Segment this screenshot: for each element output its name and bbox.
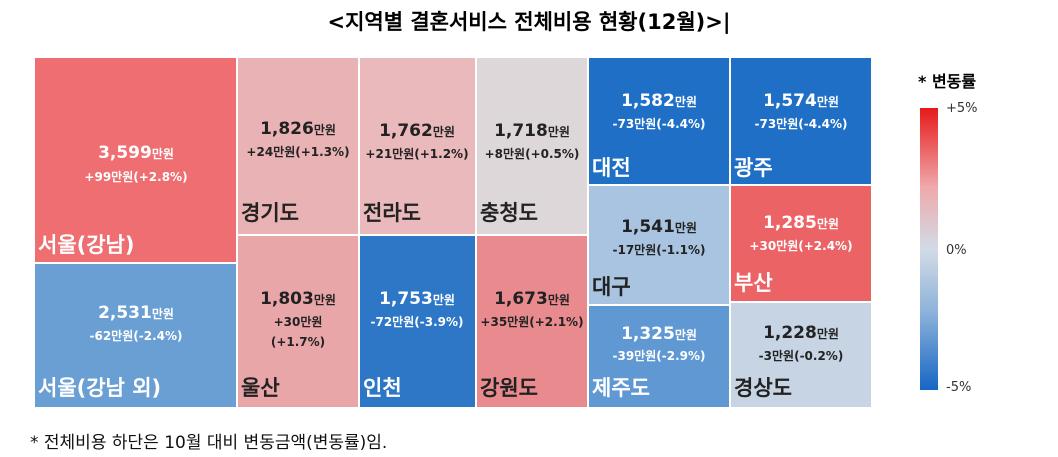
treemap-cell-2 [33, 262, 238, 409]
legend-color-bar [920, 108, 938, 390]
cell-region-name: 부산 [734, 271, 773, 295]
cell-change-label: -17만원(-1.1%) [613, 242, 706, 257]
cell-region-name: 제주도 [592, 376, 650, 400]
treemap-cell-7 [475, 56, 589, 236]
cell-region-name: 인천 [363, 376, 402, 400]
cell-value-label: 1,325만원 [621, 324, 697, 344]
cell-change-label: -3만원(-0.2%) [759, 348, 844, 363]
legend-title: * 변동률 [918, 72, 977, 91]
cell-change-label: +30만원(+2.4%) [749, 238, 852, 253]
cell-value-label: 1,228만원 [763, 323, 839, 343]
cell-region-name: 대전 [592, 156, 631, 180]
cell-change-pct-label: (+1.7%) [271, 335, 325, 349]
cell-value-label: 1,541만원 [621, 217, 697, 237]
cell-value-label: 1,285만원 [763, 213, 839, 233]
cell-value-label: 1,753만원 [379, 289, 455, 309]
cell-value-label: 1,718만원 [494, 121, 570, 141]
legend-min-label: -5% [946, 380, 972, 395]
treemap-cell-11 [587, 184, 731, 306]
cell-change-label: -62만원(-2.4%) [90, 328, 183, 343]
treemap-cell-13 [587, 304, 731, 409]
cell-value-label: 1,826만원 [260, 119, 336, 139]
cell-value-label: 1,582만원 [621, 91, 697, 111]
legend-mid-label: 0% [946, 243, 967, 258]
cell-region-name: 충청도 [480, 201, 538, 225]
treemap-cell-9 [587, 56, 731, 186]
cell-region-name: 경기도 [241, 201, 299, 225]
treemap-cell-12 [729, 184, 873, 303]
cell-change-label: +24만원(+1.3%) [246, 144, 349, 159]
cell-change-label: +35만원(+2.1%) [480, 314, 583, 329]
cell-region-name: 서울(강남) [38, 233, 134, 257]
cell-change-label: +8만원(+0.5%) [485, 146, 580, 161]
cell-change-label: -39만원(-2.9%) [613, 348, 706, 363]
cell-change-label: -73만원(-4.4%) [755, 116, 848, 131]
legend-max-label: +5% [946, 101, 978, 116]
cell-value-label: 1,673만원 [494, 289, 570, 309]
chart-title: <지역별 결혼서비스 전체비용 현황(12월)>| [327, 10, 731, 34]
treemap-cell-10 [729, 56, 873, 186]
cell-change-label: +30만원 [274, 314, 323, 329]
cell-region-name: 광주 [734, 156, 773, 180]
cell-region-name: 전라도 [363, 201, 421, 225]
cell-region-name: 대구 [592, 275, 631, 299]
cell-value-label: 1,762만원 [379, 121, 455, 141]
cell-value-label: 3,599만원 [98, 143, 174, 163]
cell-value-label: 2,531만원 [98, 303, 174, 323]
cell-value-label: 1,574만원 [763, 91, 839, 111]
cell-change-label: -73만원(-4.4%) [613, 116, 706, 131]
treemap-cell-1 [33, 56, 238, 264]
cell-region-name: 울산 [241, 376, 280, 400]
cell-change-label: +21만원(+1.2%) [365, 146, 468, 161]
cell-change-label: -72만원(-3.9%) [371, 314, 464, 329]
footnote: * 전체비용 하단은 10월 대비 변동금액(변동률)임. [30, 433, 388, 453]
cell-change-label: +99만원(+2.8%) [84, 169, 187, 184]
treemap-cell-14 [729, 301, 873, 409]
cell-region-name: 경상도 [734, 376, 792, 400]
treemap-cell-4 [236, 234, 360, 409]
cell-region-name: 서울(강남 외) [38, 376, 161, 400]
cell-value-label: 1,803만원 [260, 289, 336, 309]
cell-region-name: 강원도 [480, 376, 538, 400]
